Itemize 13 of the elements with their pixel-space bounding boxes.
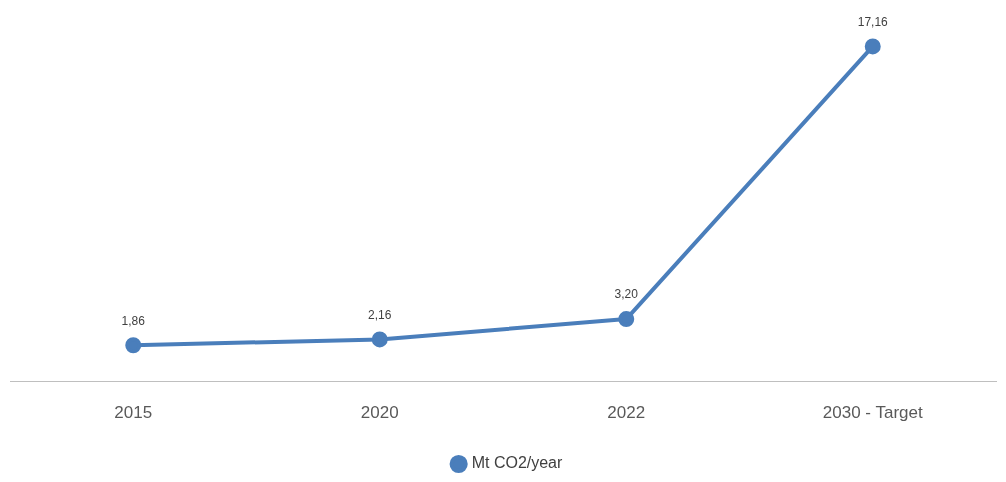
x-tick-label: 2030 - Target: [822, 403, 923, 423]
point: [371, 331, 388, 348]
point: [618, 311, 635, 328]
point: [864, 38, 881, 55]
data-label: 2,16: [368, 307, 392, 322]
data-label: 17,16: [857, 14, 889, 29]
data-label: 3,20: [614, 287, 639, 302]
point: [125, 337, 142, 354]
x-tick-label: 2020: [360, 403, 399, 423]
legend-label: Mt CO2/year: [471, 454, 564, 472]
x-tick-label: 2015: [114, 403, 153, 423]
data-label: 1,86: [121, 313, 146, 328]
x-tick-label: 2022: [607, 403, 646, 423]
